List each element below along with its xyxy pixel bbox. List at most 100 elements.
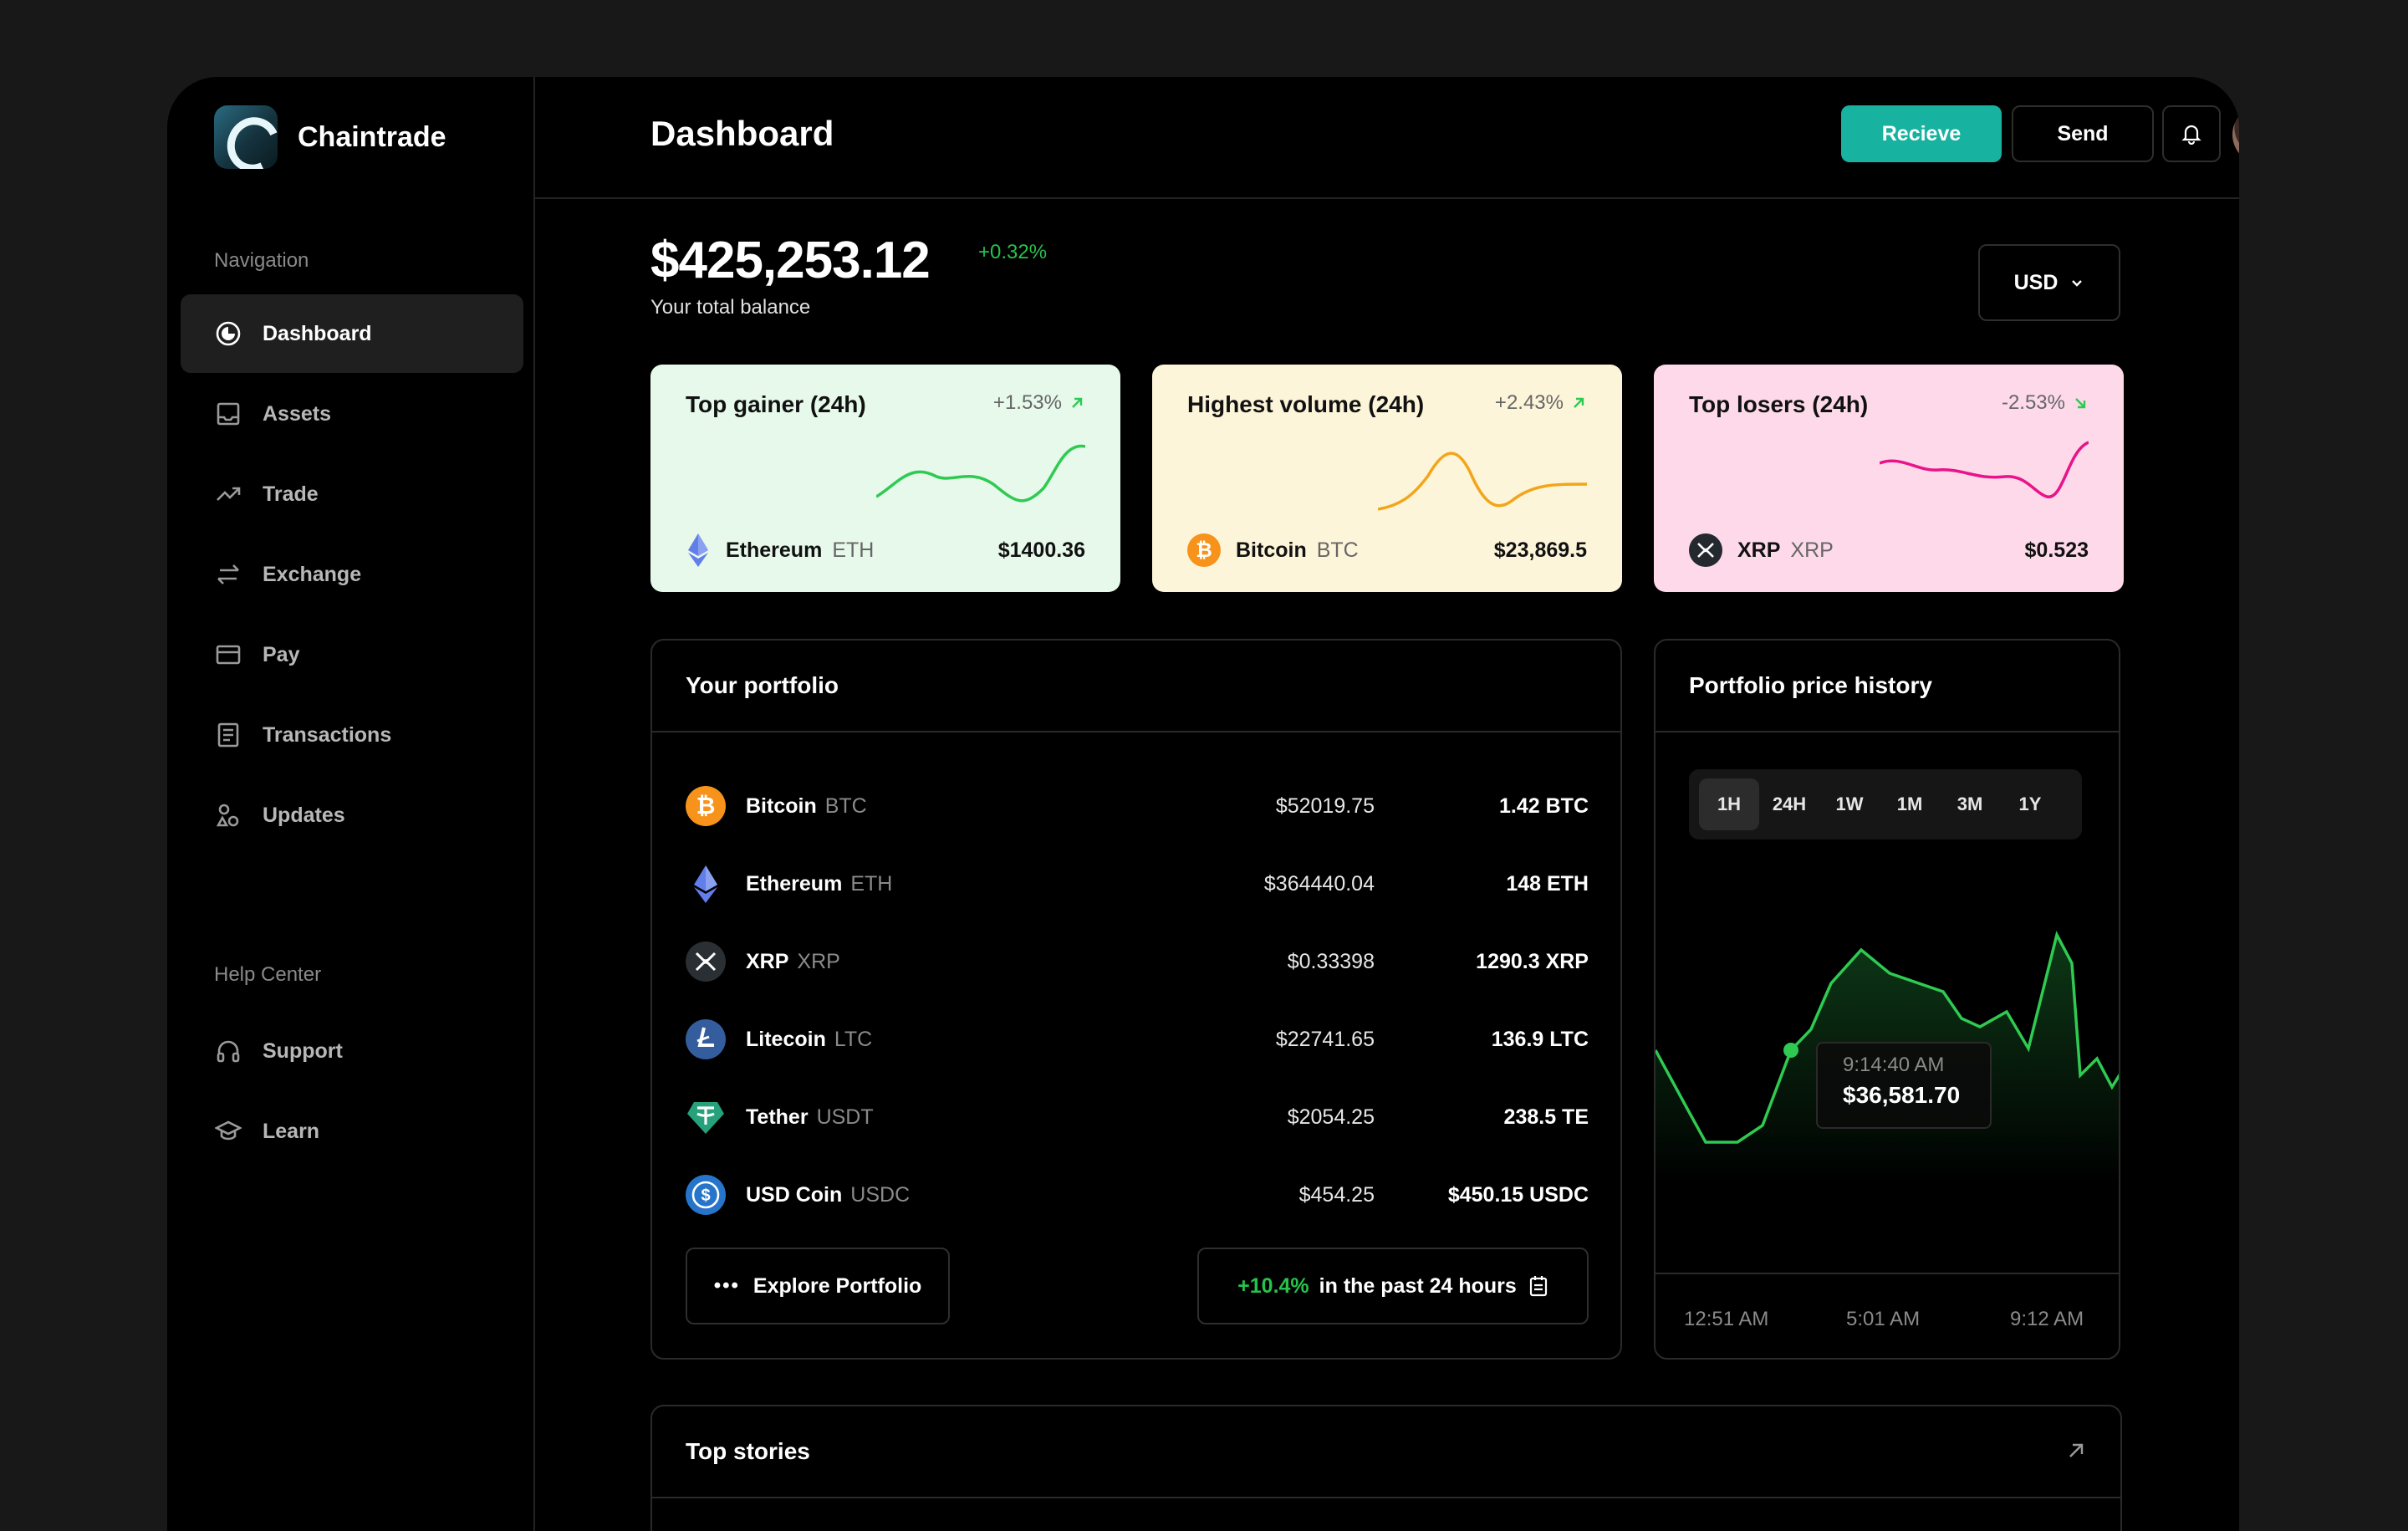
arrow-up-right-icon [1072, 397, 1083, 408]
price-history-panel: Portfolio price history 1H 24H 1W 1M 3M … [1654, 639, 2120, 1360]
portfolio-row-xrp[interactable]: XRP XRP $0.33398 1290.3 XRP [686, 936, 1589, 987]
coin-amount: 136.9 LTC [1491, 1027, 1589, 1051]
nav-section-title: Navigation [214, 249, 309, 272]
top-gainer-card[interactable]: Top gainer (24h) +1.53% Ethereum ETH $14… [650, 365, 1120, 592]
portfolio-row-ethereum[interactable]: Ethereum ETH $364440.04 148 ETH [686, 859, 1589, 909]
explore-label: Explore Portfolio [752, 1273, 922, 1298]
coin-symbol: USDC [850, 1182, 911, 1207]
bell-icon [2181, 125, 2201, 145]
portfolio-row-usd-coin[interactable]: $ USD Coin USDC $454.25 $450.15 USDC [686, 1170, 1589, 1220]
coin-value: $22741.65 [1275, 1027, 1375, 1051]
bitcoin-icon: ₿ [686, 786, 726, 826]
send-button[interactable]: Send [2012, 105, 2154, 162]
sidebar-item-label: Support [263, 1039, 343, 1063]
avatar[interactable] [2232, 105, 2239, 164]
help-section-title: Help Center [214, 963, 322, 986]
range-1y[interactable]: 1Y [2018, 794, 2042, 814]
top-stories-title: Top stories [652, 1406, 2120, 1498]
arrow-up-right-icon[interactable] [2065, 1440, 2087, 1462]
sidebar-item-label: Transactions [263, 722, 392, 747]
range-1h[interactable]: 1H [1699, 778, 1759, 830]
card-icon [214, 640, 242, 669]
range-24h[interactable]: 24H [1772, 794, 1807, 814]
card-change-value: -2.53% [2001, 391, 2065, 414]
sidebar-item-trade[interactable]: Trade [181, 455, 523, 533]
sidebar-item-dashboard[interactable]: Dashboard [181, 294, 523, 373]
card-price: $0.523 [2024, 538, 2089, 562]
price-history-title: Portfolio price history [1656, 640, 2119, 732]
card-coin-symbol: ETH [832, 538, 875, 562]
tooltip-value: $36,581.70 [1843, 1082, 1961, 1108]
x-axis-label: 5:01 AM [1846, 1308, 1921, 1330]
x-axis-line [1656, 1273, 2119, 1274]
sidebar-item-label: Pay [263, 642, 300, 666]
top-losers-card[interactable]: Top losers (24h) -2.53% XRP XRP $0.523 [1654, 365, 2124, 592]
card-price: $1400.36 [997, 538, 1085, 562]
explore-portfolio-button[interactable]: ••• Explore Portfolio [686, 1248, 950, 1324]
card-coin-symbol: XRP [1790, 538, 1834, 562]
portfolio-panel: Your portfolio ₿ Bitcoin BTC $52019.75 1… [650, 639, 1622, 1360]
range-1m[interactable]: 1M [1896, 794, 1923, 814]
balance-label: Your total balance [650, 296, 811, 319]
sidebar-item-assets[interactable]: Assets [181, 375, 523, 453]
sparkline [876, 444, 1085, 503]
coin-name: Tether [746, 1105, 809, 1129]
card-coin: XRP XRP [1689, 533, 1834, 567]
sidebar-item-pay[interactable]: Pay [181, 615, 523, 694]
coin-value: $52019.75 [1275, 794, 1375, 818]
currency-value: USD [2013, 270, 2059, 294]
card-coin-name: Ethereum [726, 538, 823, 562]
range-selector: 1H 24H 1W 1M 3M 1Y [1689, 769, 2082, 839]
sidebar-item-updates[interactable]: Updates [181, 776, 523, 855]
xrp-icon [686, 942, 726, 982]
sparkline [1880, 441, 2089, 498]
portfolio-performance[interactable]: +10.4% in the past 24 hours [1197, 1248, 1589, 1324]
card-change-value: +1.53% [992, 391, 1062, 414]
shapes-icon [214, 801, 242, 829]
price-line [1656, 931, 2119, 1144]
range-1w[interactable]: 1W [1835, 794, 1864, 814]
sidebar-item-transactions[interactable]: Transactions [181, 696, 523, 774]
chart-tooltip: 9:14:40 AM $36,581.70 [1816, 1042, 1992, 1129]
calendar-icon [1529, 1276, 1547, 1297]
sidebar-item-support[interactable]: Support [181, 1012, 523, 1090]
sidebar-item-label: Assets [263, 401, 331, 426]
ethereum-icon [694, 865, 717, 903]
xrp-icon [1689, 533, 1722, 567]
bitcoin-icon: ₿ [1187, 533, 1221, 567]
card-coin: ₿ Bitcoin BTC [1187, 533, 1359, 567]
range-3m[interactable]: 3M [1956, 794, 1983, 814]
coin-value: $2054.25 [1287, 1105, 1375, 1129]
coin-symbol: BTC [824, 794, 867, 818]
card-coin: Ethereum ETH [686, 533, 874, 567]
more-dots-icon: ••• [713, 1274, 740, 1297]
sidebar-item-exchange[interactable]: Exchange [181, 535, 523, 614]
app-window: Chaintrade Navigation Dashboard Assets T… [167, 77, 2239, 1531]
sparkline [1378, 452, 1587, 511]
coin-amount: 238.5 TE [1503, 1105, 1589, 1129]
portfolio-title: Your portfolio [652, 640, 1620, 732]
currency-select[interactable]: USD [1978, 244, 2120, 321]
receive-button[interactable]: Recieve [1841, 105, 2002, 162]
notifications-button[interactable] [2162, 105, 2221, 162]
card-change: -2.53% [2002, 391, 2089, 415]
chevron-down-icon [2072, 280, 2083, 287]
brand-name: Chaintrade [298, 120, 446, 153]
sidebar-item-learn[interactable]: Learn [181, 1092, 523, 1171]
coin-name: Bitcoin [746, 794, 817, 818]
svg-text:₿: ₿ [696, 793, 716, 819]
x-axis-label: 9:12 AM [2010, 1308, 2084, 1330]
ethereum-icon [688, 533, 708, 567]
sidebar-item-label: Updates [263, 803, 345, 827]
card-price: $23,869.5 [1493, 538, 1587, 562]
portfolio-row-bitcoin[interactable]: ₿ Bitcoin BTC $52019.75 1.42 BTC [686, 781, 1589, 831]
document-icon [214, 721, 242, 749]
brand[interactable]: Chaintrade [214, 105, 446, 169]
coin-amount: 1.42 BTC [1499, 794, 1589, 818]
highest-volume-card[interactable]: Highest volume (24h) +2.43% ₿ Bitcoin BT… [1152, 365, 1622, 592]
card-title: Top losers (24h) [1689, 391, 1869, 417]
portfolio-row-litecoin[interactable]: Litecoin LTC $22741.65 136.9 LTC [686, 1014, 1589, 1064]
hover-point [1783, 1043, 1798, 1058]
card-change: +1.53% [993, 391, 1085, 415]
portfolio-row-tether[interactable]: Tether USDT $2054.25 238.5 TE [686, 1092, 1589, 1142]
